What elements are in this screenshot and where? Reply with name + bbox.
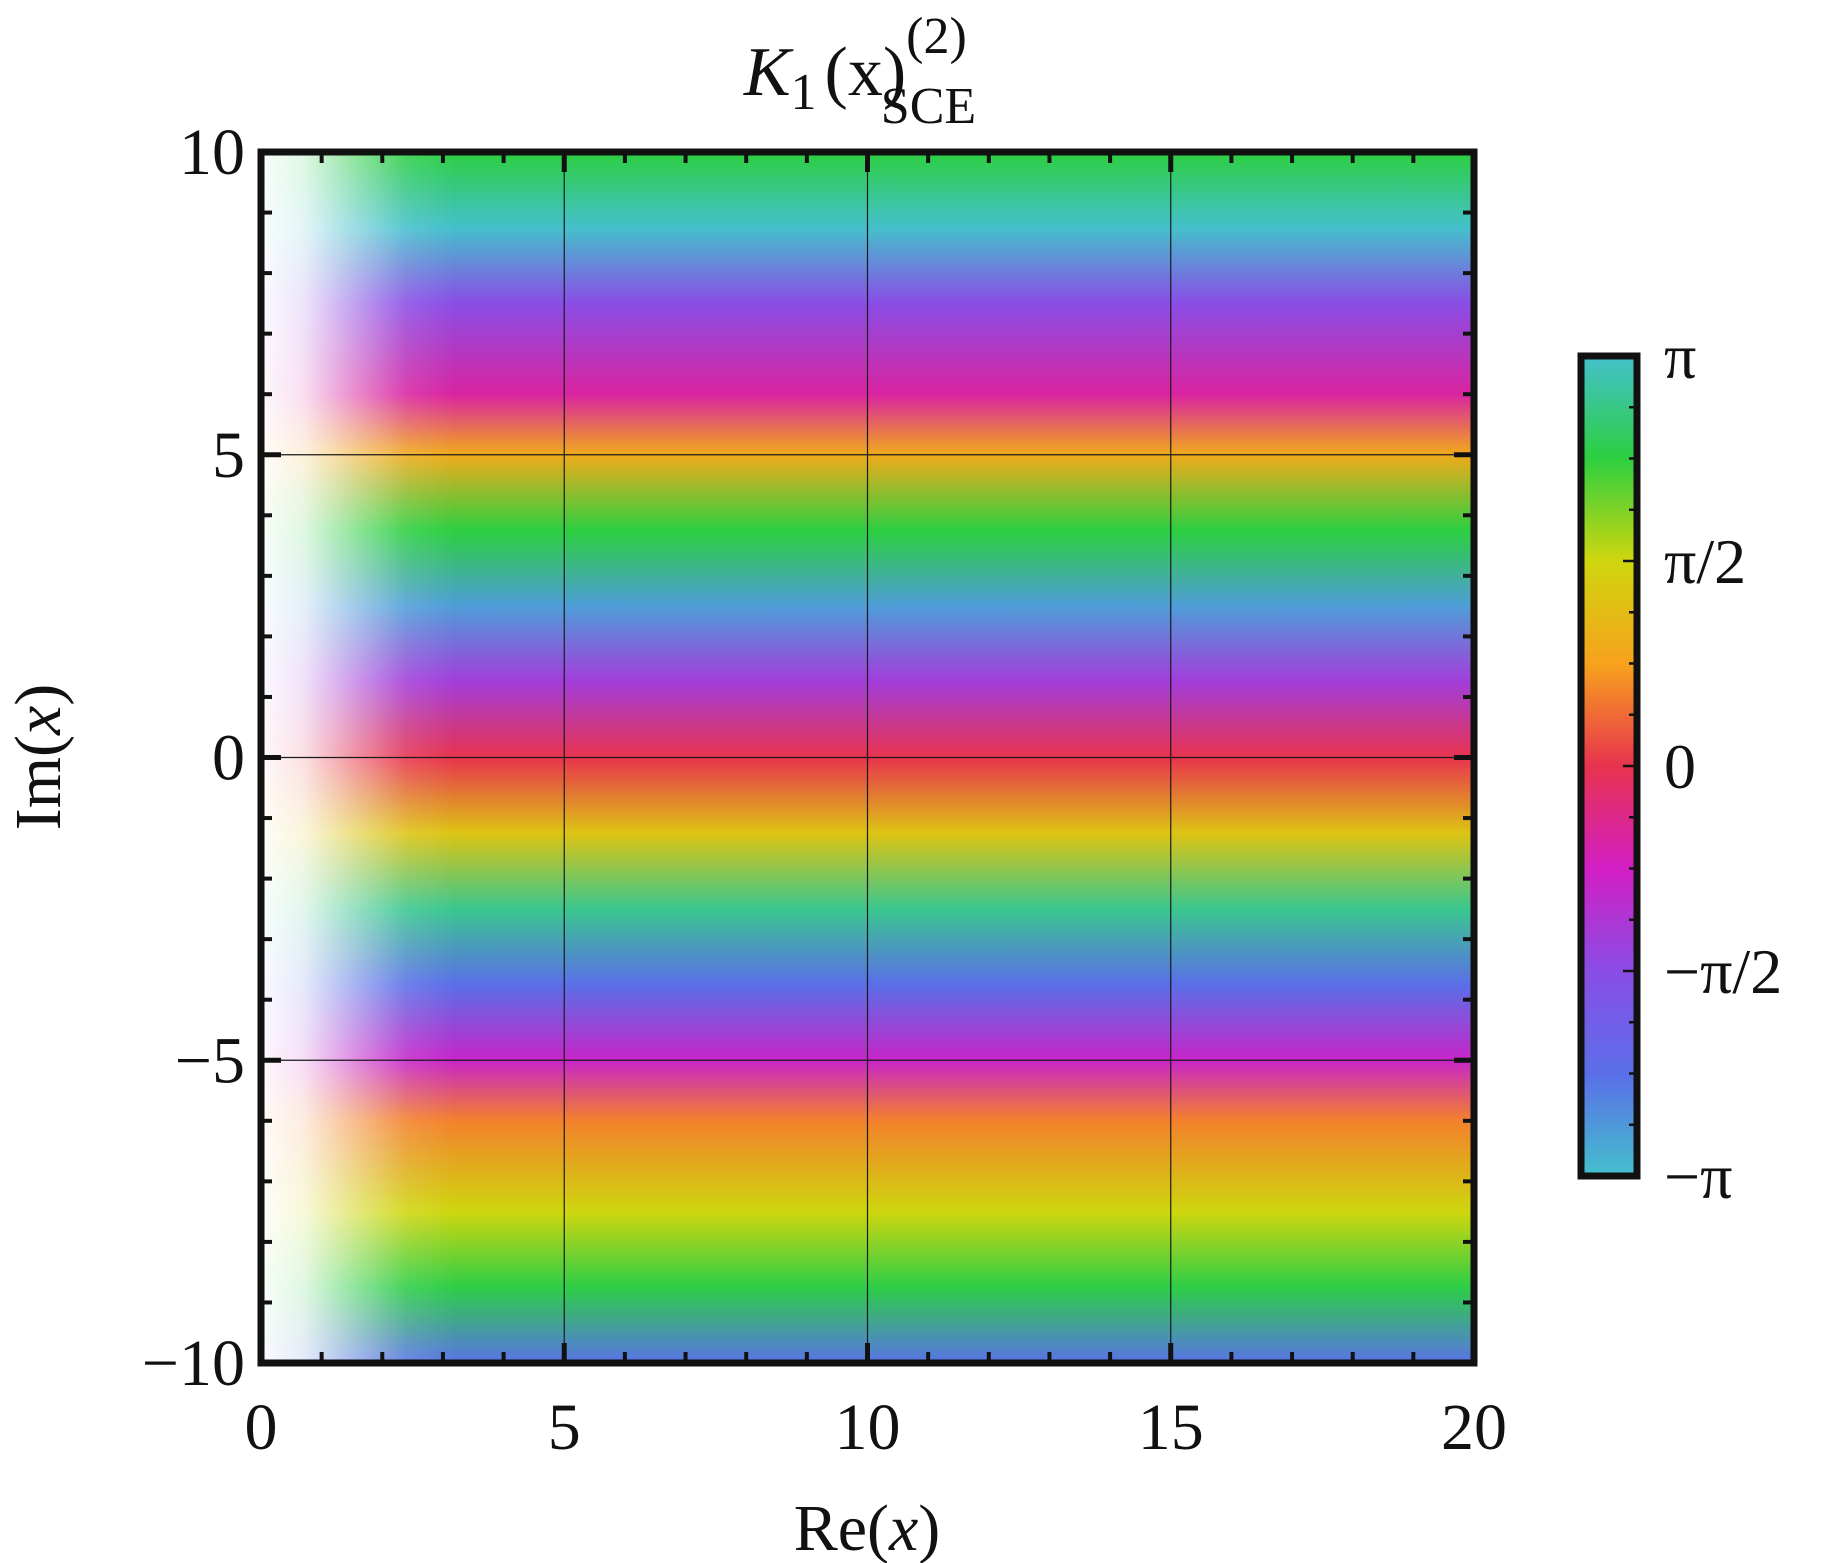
- colorbar-label: −π: [1664, 1141, 1732, 1212]
- colorbar-labels: π π/2 0 −π/2 −π: [1664, 321, 1782, 1212]
- colorbar-frame: [1577, 352, 1641, 1180]
- colorbar-label: 0: [1664, 731, 1696, 802]
- x-tick-label: 10: [835, 1391, 901, 1464]
- x-tick-label: 20: [1441, 1391, 1507, 1464]
- colorbar-label: π/2: [1664, 526, 1746, 597]
- x-tick-label: 0: [245, 1391, 278, 1464]
- chart-title: K1 (x)(2) SCE: [743, 8, 976, 135]
- plot-area: [257, 148, 1478, 1367]
- colorbar: π π/2 0 −π/2 −π: [1577, 321, 1782, 1212]
- y-tick-label: 10: [179, 116, 245, 189]
- y-tick-label: 0: [212, 722, 245, 795]
- title-sup: (2): [906, 8, 967, 65]
- y-tick-label: −5: [175, 1024, 245, 1097]
- x-axis-label: Re(x): [794, 1492, 941, 1563]
- x-tick-label: 15: [1138, 1391, 1204, 1464]
- y-axis-label: Im(x): [2, 684, 75, 831]
- plot-frame: [257, 148, 1478, 1367]
- x-tick-labels: 0 5 10 15 20: [245, 1391, 1508, 1464]
- colorbar-label: π: [1664, 321, 1696, 392]
- title-func: K: [743, 34, 794, 111]
- gridlines: [261, 152, 1474, 1363]
- title-sub: SCE: [881, 78, 976, 135]
- y-tick-label: 5: [212, 419, 245, 492]
- x-tick-label: 5: [548, 1391, 581, 1464]
- colorbar-label: −π/2: [1664, 936, 1782, 1007]
- title-arg: (x): [825, 34, 907, 111]
- title-func-sub: 1: [791, 64, 817, 121]
- y-tick-labels: 10 5 0 −5 −10: [142, 116, 245, 1400]
- y-tick-label: −10: [142, 1327, 245, 1400]
